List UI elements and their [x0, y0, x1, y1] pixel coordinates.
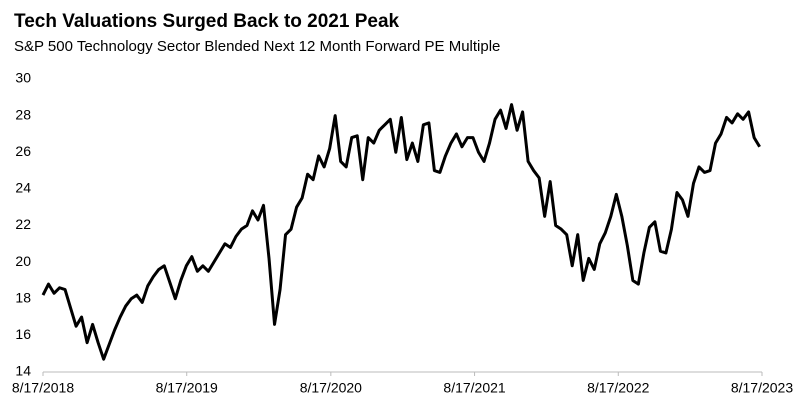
y-tick-label: 18	[15, 289, 31, 305]
x-tick-label: 8/17/2020	[300, 380, 362, 396]
data-line	[41, 103, 761, 361]
y-tick-label: 28	[15, 106, 31, 122]
x-tick-label: 8/17/2019	[156, 380, 218, 396]
x-tick-label: 8/17/2021	[443, 380, 505, 396]
chart-title: Tech Valuations Surged Back to 2021 Peak	[14, 11, 400, 32]
x-tick-label: 8/17/2018	[12, 380, 74, 396]
y-tick-label: 24	[15, 180, 31, 196]
y-tick-label: 30	[15, 70, 31, 86]
y-tick-label: 22	[15, 216, 31, 232]
y-tick-label: 20	[15, 253, 31, 269]
x-tick-label: 8/17/2023	[731, 380, 793, 396]
chart-subtitle: S&P 500 Technology Sector Blended Next 1…	[14, 38, 500, 55]
x-tick-label: 8/17/2022	[587, 380, 649, 396]
y-tick-label: 16	[15, 326, 31, 342]
y-tick-label: 26	[15, 143, 31, 159]
y-tick-label: 14	[15, 363, 31, 379]
